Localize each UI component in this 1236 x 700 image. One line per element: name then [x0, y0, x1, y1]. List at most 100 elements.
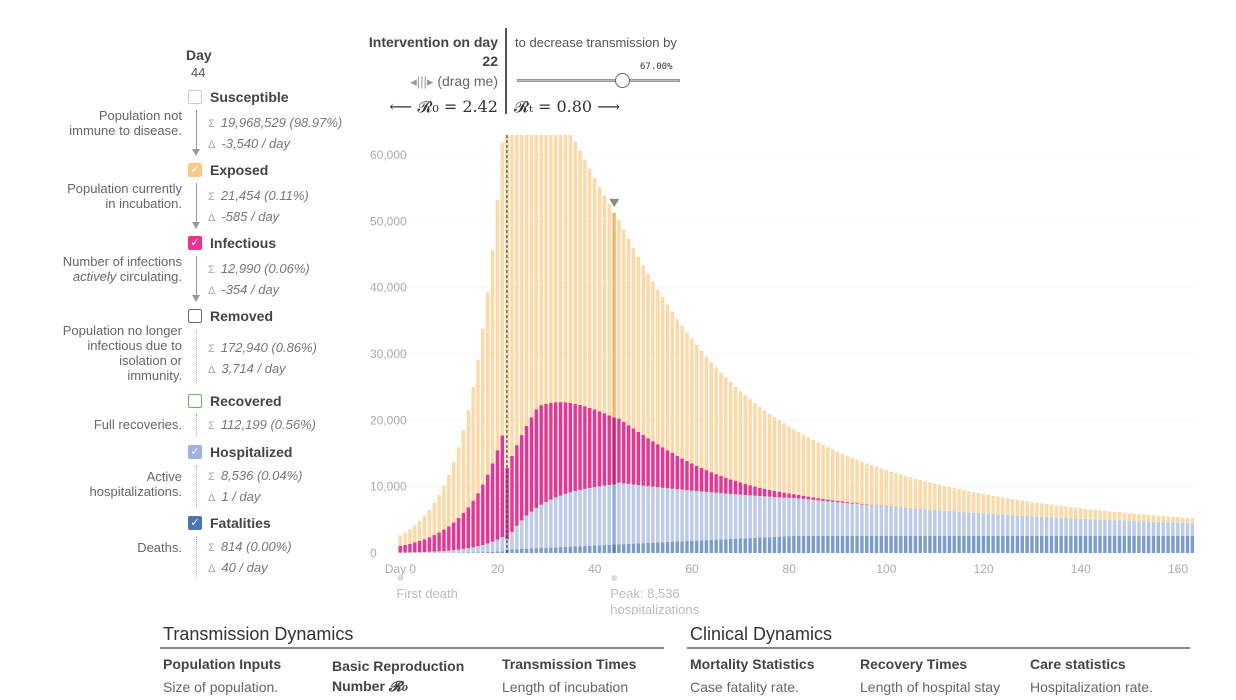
bar-hospitalized: [1010, 515, 1015, 536]
bar-fatalities: [622, 544, 626, 553]
bar-infectious: [437, 532, 441, 552]
category-exposed[interactable]: ✓ Exposed: [188, 162, 268, 178]
bar-hospitalized: [971, 512, 976, 536]
bar-infectious: [515, 445, 519, 526]
bar-hospitalized: [733, 494, 738, 539]
bar-exposed: [432, 502, 436, 536]
bar-hospitalized: [709, 492, 713, 540]
bar-exposed: [456, 447, 461, 519]
bar-exposed: [588, 168, 592, 408]
bar-exposed: [471, 387, 475, 501]
bar-fatalities: [889, 535, 893, 553]
bar-hospitalized: [432, 551, 436, 553]
bar-hospitalized: [422, 551, 427, 553]
bar-fatalities: [670, 541, 675, 553]
hospitalized-checkbox[interactable]: ✓: [188, 445, 202, 459]
infectious-checkbox[interactable]: ✓: [188, 236, 202, 250]
bar-fatalities: [685, 541, 689, 553]
category-description: Full recoveries.: [93, 417, 182, 432]
bar-exposed: [918, 479, 922, 509]
bar-infectious: [403, 544, 407, 553]
bar-hospitalized: [1078, 518, 1083, 536]
bar-hospitalized: [529, 511, 534, 549]
bar-infectious: [519, 435, 524, 521]
removed-checkbox[interactable]: [188, 309, 202, 323]
category-removed[interactable]: Removed: [188, 308, 273, 324]
bar-hospitalized: [792, 498, 796, 536]
category-label: Susceptible: [210, 89, 289, 105]
bar-fatalities: [631, 543, 636, 553]
bar-exposed: [728, 382, 733, 480]
bar-infectious: [417, 540, 422, 553]
bar-infectious: [583, 406, 587, 489]
fatalities-checkbox[interactable]: ✓: [188, 516, 202, 530]
category-hospitalized[interactable]: ✓ Hospitalized: [188, 444, 292, 460]
susceptible-checkbox[interactable]: [188, 90, 202, 104]
category-recovered[interactable]: Recovered: [188, 393, 282, 409]
category-fatalities[interactable]: ✓ Fatalities: [188, 515, 271, 531]
category-label: Fatalities: [210, 515, 271, 531]
r0-label: ⟵ 𝓡₀ = 2.42: [389, 97, 498, 116]
bar-infectious: [758, 487, 762, 497]
drag-handle[interactable]: ◂|||▸ (drag me): [410, 73, 498, 90]
bar-exposed: [738, 391, 743, 483]
bar-fatalities: [743, 538, 748, 553]
recovered-checkbox[interactable]: [188, 394, 202, 408]
bar-fatalities: [1015, 535, 1020, 553]
bar-exposed: [996, 496, 1000, 515]
intervention-marker[interactable]: [505, 28, 507, 114]
drag-handle-icon[interactable]: ◂|||▸: [410, 74, 434, 89]
bar-hospitalized: [1001, 514, 1005, 536]
bar-fatalities: [728, 539, 733, 553]
bar-fatalities: [797, 535, 801, 553]
transmission-slider-handle[interactable]: [615, 73, 630, 88]
bar-fatalities: [563, 546, 568, 553]
bar-fatalities: [699, 540, 704, 553]
bar-exposed: [592, 177, 597, 410]
bar-exposed: [913, 478, 918, 509]
transmission-slider-track[interactable]: [517, 79, 680, 82]
bar-infectious: [767, 489, 772, 497]
bar-fatalities: [554, 547, 558, 553]
bar-hospitalized: [1074, 518, 1078, 536]
bar-exposed: [1161, 516, 1165, 523]
bar-infectious: [413, 542, 417, 553]
bar-infectious: [554, 402, 558, 498]
bar-hospitalized: [515, 525, 519, 550]
bar-infectious: [797, 494, 801, 499]
bar-fatalities: [1151, 535, 1156, 553]
bar-exposed: [981, 493, 986, 514]
care-statistics-header: Care statistics: [1030, 656, 1126, 672]
epidemic-bar-chart[interactable]: 0 10,000 20,000 30,000 40,000 50,000 60,000 Da…: [360, 135, 1210, 615]
annotation-label: First death: [396, 586, 457, 601]
bar-exposed: [1035, 502, 1039, 517]
bar-fatalities: [1083, 535, 1088, 553]
bar-exposed: [879, 468, 884, 506]
category-susceptible[interactable]: Susceptible: [188, 89, 289, 105]
bar-hospitalized: [680, 489, 684, 542]
category-description: Active hospitalizations.: [89, 469, 183, 499]
bar-fatalities: [801, 535, 806, 553]
bar-hospitalized: [519, 520, 524, 549]
bar-fatalities: [646, 542, 650, 553]
bar-exposed: [1132, 513, 1136, 522]
bar-hospitalized: [471, 547, 475, 553]
bar-fatalities: [515, 549, 519, 553]
bar-fatalities: [1039, 535, 1044, 553]
bar-fatalities: [690, 540, 694, 553]
bar-exposed: [636, 256, 641, 432]
bar-exposed: [942, 485, 947, 511]
bar-exposed: [685, 332, 689, 461]
category-infectious[interactable]: ✓ Infectious: [188, 235, 276, 251]
bar-hospitalized: [1151, 521, 1156, 536]
bar-hospitalized: [690, 490, 694, 541]
bar-fatalities: [675, 541, 679, 553]
exposed-checkbox[interactable]: ✓: [188, 163, 202, 177]
bar-infectious: [680, 458, 684, 490]
bar-fatalities: [967, 535, 971, 553]
bar-infectious: [490, 463, 495, 542]
bar-hospitalized: [451, 550, 456, 553]
bar-infectious: [724, 477, 728, 494]
bar-fatalities: [738, 538, 743, 553]
bar-hospitalized: [524, 515, 529, 549]
